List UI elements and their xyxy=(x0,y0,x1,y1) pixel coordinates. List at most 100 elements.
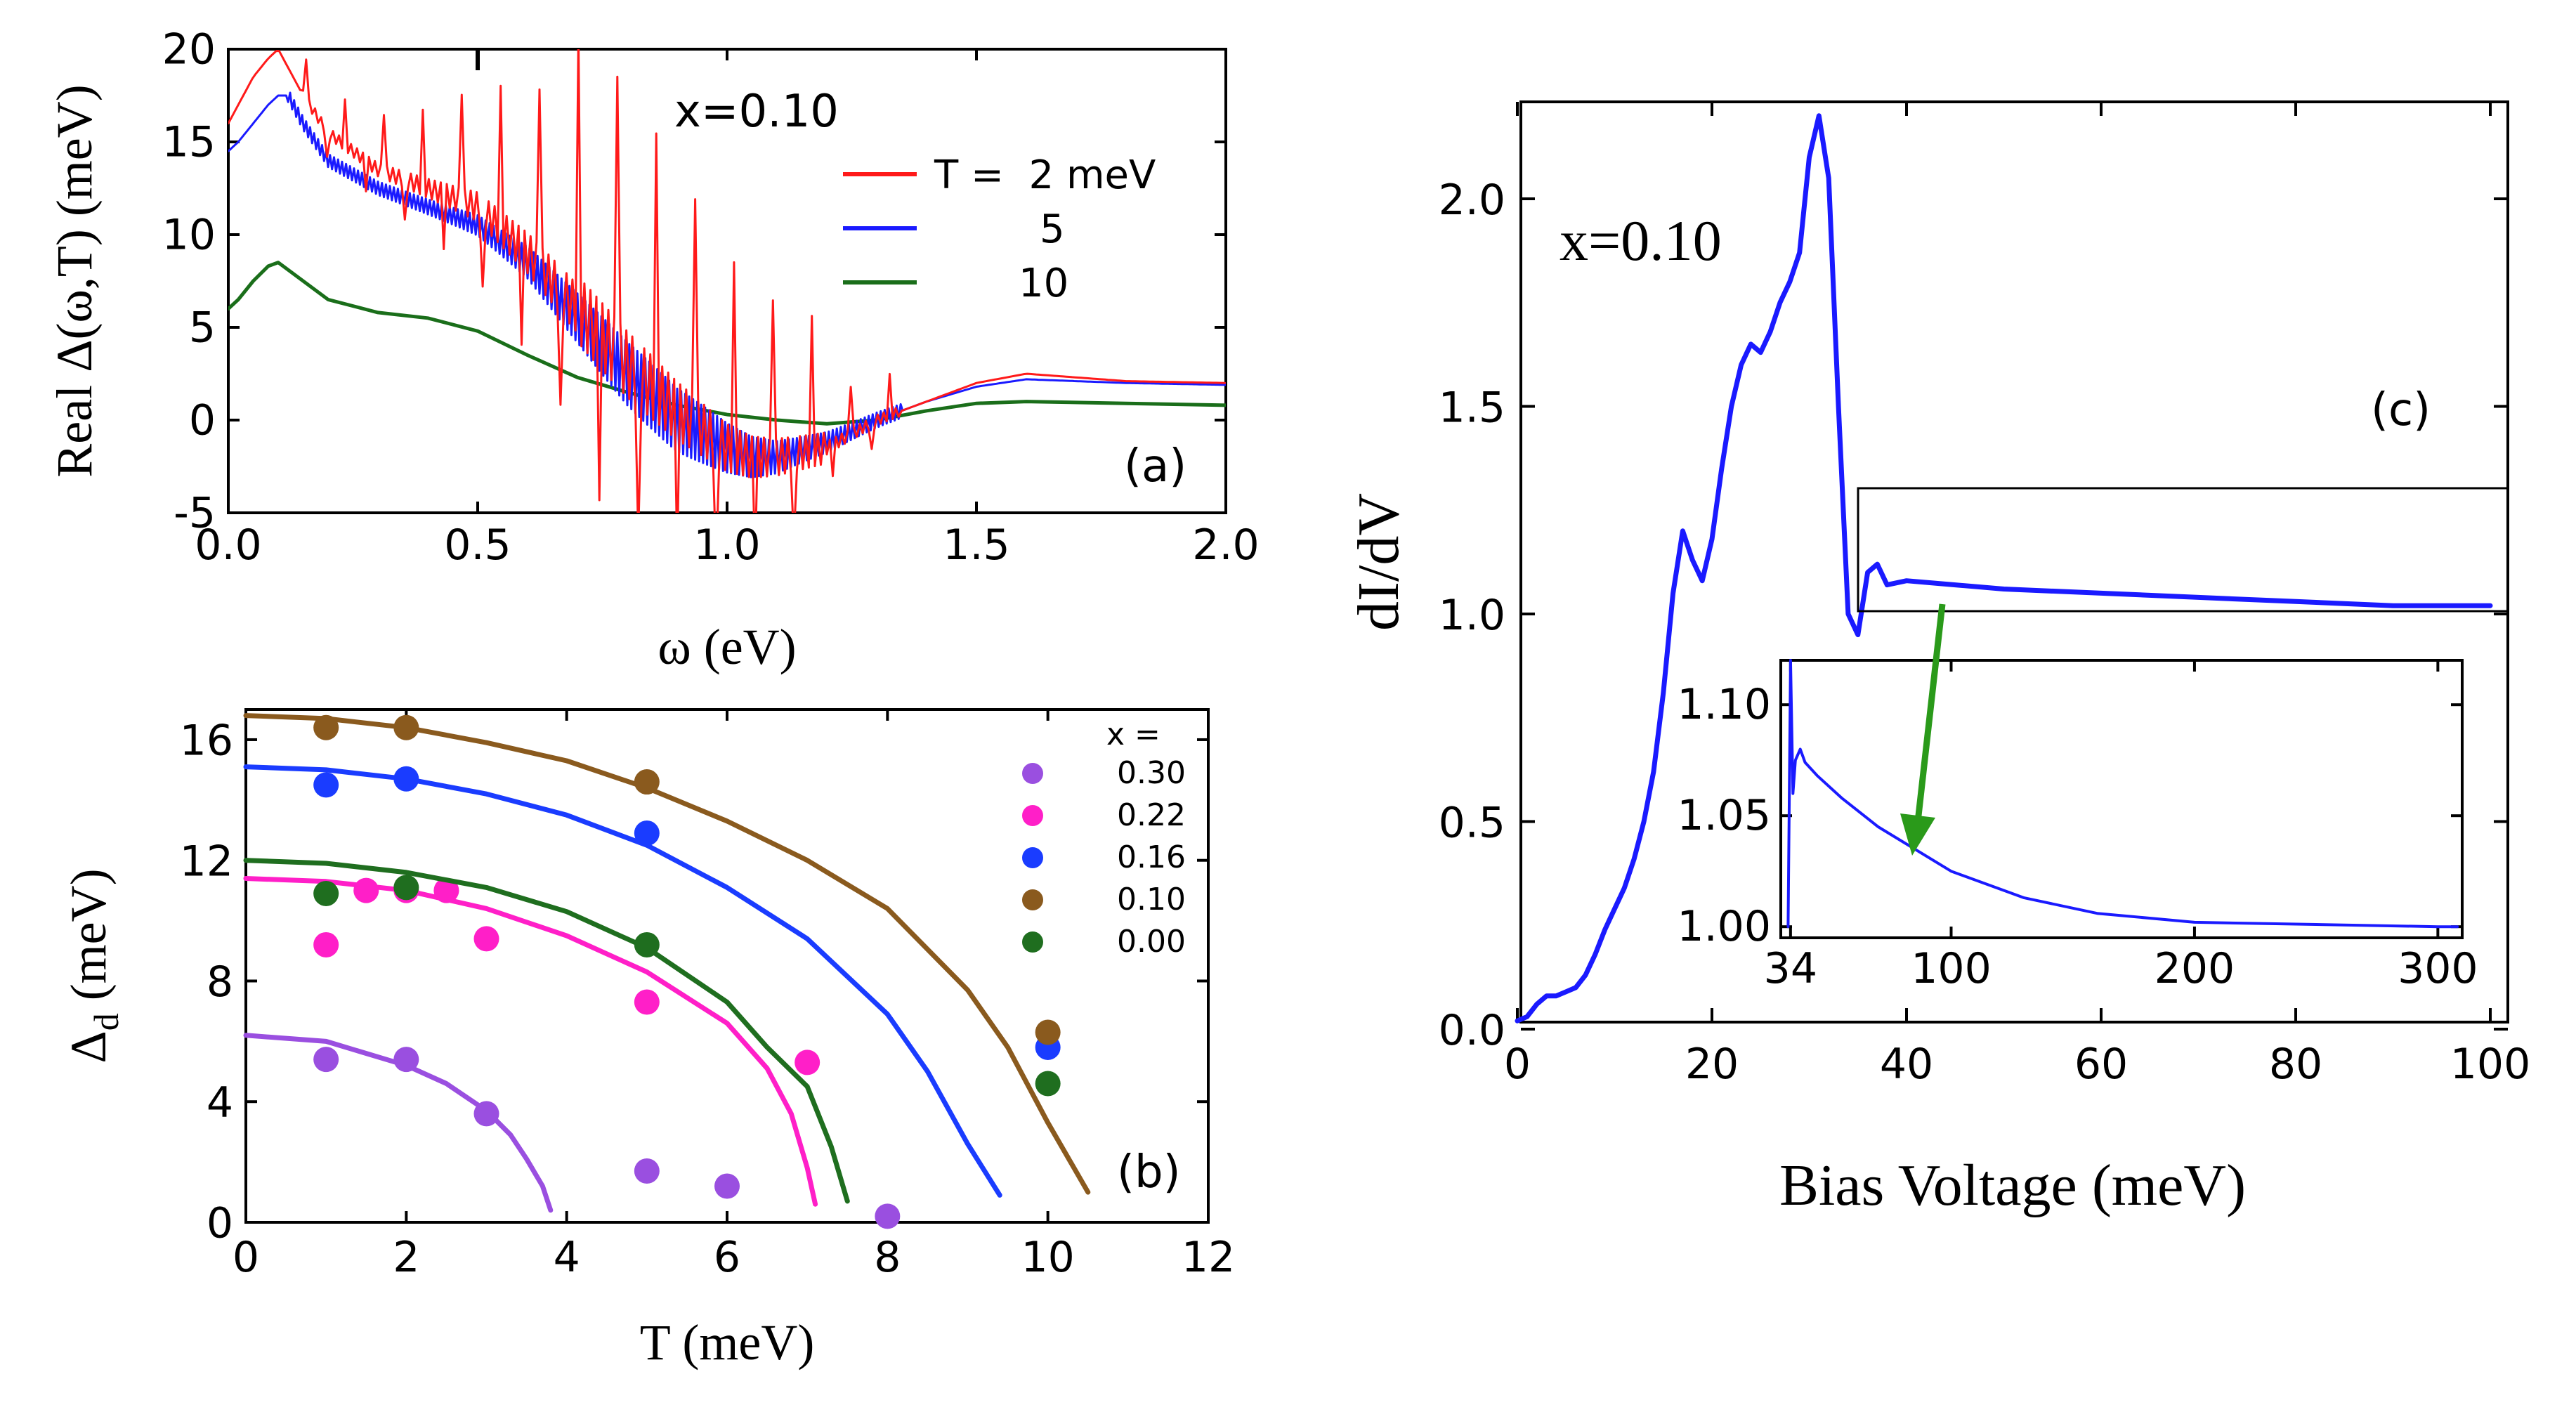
panel-a-xtick-label: 0.0 xyxy=(195,521,261,570)
legend-label-5mev: 5 xyxy=(1040,207,1065,252)
panel-c-ytick-label: 2.0 xyxy=(1439,176,1505,225)
inset-xtick-label: 300 xyxy=(2398,944,2478,993)
point-x-0.30 xyxy=(875,1203,901,1229)
inset-chart: 1.00 1.05 1.10 34 100 200 300 xyxy=(1677,659,2478,993)
point-x-0.10 xyxy=(634,769,660,795)
legend-label-2mev: T = 2 meV xyxy=(934,152,1156,198)
panel-c-xtick-label: 40 xyxy=(1880,1040,1933,1089)
inset-frame xyxy=(1779,659,2464,939)
point-x-0.30 xyxy=(634,1158,660,1184)
point-x-0.16 xyxy=(313,772,339,798)
legend-marker-0.30 xyxy=(1022,763,1043,784)
inset-source-box xyxy=(1857,487,2509,613)
legend-label-0.16: 0.16 xyxy=(1117,839,1186,875)
panel-c-xlabel: Bias Voltage (meV) xyxy=(1779,1153,2246,1218)
panel-c-ytick-label: 1.5 xyxy=(1439,384,1505,433)
point-x-0.10 xyxy=(313,714,339,740)
point-x-0.00 xyxy=(393,875,419,901)
panel-a-xtick-label: 0.5 xyxy=(444,521,511,570)
point-x-0.00 xyxy=(313,880,339,906)
panel-c-xtick-label: 0 xyxy=(1504,1040,1531,1089)
panel-a-ytick-label: 15 xyxy=(162,117,216,166)
panel-a-ytick-label: 10 xyxy=(162,210,216,259)
panel-a-xlabel: ω (eV) xyxy=(658,619,796,675)
panel-a-xtick-label: 1.0 xyxy=(693,521,760,570)
legend-marker-0.00 xyxy=(1022,931,1043,953)
inset-xtick-label: 34 xyxy=(1764,944,1817,993)
legend-marker-0.16 xyxy=(1022,847,1043,868)
curve-x-0.16 xyxy=(243,764,1002,1198)
panel-c-annotation: x=0.10 xyxy=(1560,209,1722,273)
curve-x-0.00 xyxy=(243,858,850,1204)
panel-b-xtick-label: 2 xyxy=(393,1233,419,1282)
zoom-arrow-head xyxy=(1900,813,1935,856)
panel-b-chart: 0 4 8 12 16 0 2 4 6 8 10 12 x = 0.30 0.22 0.16 0.10 0.… xyxy=(60,708,1235,1371)
point-x-0.22 xyxy=(313,931,339,957)
panel-c-chart: 0.00.51.01.52.0 0 20 40 60 80 100 x=0.10 (c) … xyxy=(1346,100,2531,1218)
point-x-0.22 xyxy=(795,1049,820,1075)
panel-c-label: (c) xyxy=(2371,384,2431,436)
legend-marker-0.22 xyxy=(1022,805,1043,826)
zoom-arrow-shaft xyxy=(1914,603,1946,823)
zoom-arrow xyxy=(1900,603,1946,856)
panel-a-legend: T = 2 meV 5 10 xyxy=(843,152,1156,306)
panel-a-chart: -5 0 5 10 15 20 0.0 0.5 1.0 1.5 2.0 x=0.10 T = 2 … xyxy=(46,25,1260,675)
legend-label-0.00: 0.00 xyxy=(1117,924,1186,960)
point-x-0.10 xyxy=(393,714,419,740)
inset-ytick-label: 1.10 xyxy=(1677,680,1771,729)
panel-b-ytick-label: 16 xyxy=(180,717,233,766)
point-x-0.30 xyxy=(313,1047,339,1073)
panel-b-xlabel: T (meV) xyxy=(640,1314,815,1371)
panel-b-frame xyxy=(244,708,1210,1224)
panel-b-ytick-label: 8 xyxy=(207,957,233,1007)
point-x-0.30 xyxy=(473,1101,499,1127)
panel-c-ylabel: dI/dV xyxy=(1346,493,1411,631)
panel-a-xtick-label: 2.0 xyxy=(1192,521,1259,570)
point-x-0.22 xyxy=(353,877,379,903)
panel-b-xtick-label: 8 xyxy=(874,1233,901,1282)
legend-label-0.30: 0.30 xyxy=(1117,755,1186,791)
panel-b-ytick-label: 12 xyxy=(180,837,233,886)
series-line-didv xyxy=(1515,113,2493,1024)
panel-a-ytick-label: 0 xyxy=(189,395,216,445)
point-x-0.22 xyxy=(433,877,459,903)
panel-a-series-group xyxy=(228,49,1226,513)
panel-a-annotation: x=0.10 xyxy=(674,86,839,138)
inset-xtick-label: 100 xyxy=(1911,944,1992,993)
inset-xtick-label: 200 xyxy=(2155,944,2235,993)
panel-a-label: (a) xyxy=(1124,440,1186,492)
panel-c-xtick-label: 100 xyxy=(2450,1040,2531,1089)
panel-c-ytick-label: 0.0 xyxy=(1439,1006,1505,1055)
inset-ytick-label: 1.05 xyxy=(1677,791,1771,840)
panel-b-xtick-label: 10 xyxy=(1021,1233,1074,1282)
panel-a-xtick-label: 1.5 xyxy=(943,521,1009,570)
panel-c-ytick-label: 1.0 xyxy=(1439,591,1505,640)
panel-b-xtick-label: 4 xyxy=(554,1233,580,1282)
point-x-0.00 xyxy=(1035,1071,1061,1097)
point-x-0.30 xyxy=(393,1047,419,1073)
inset-ytick-label: 1.00 xyxy=(1677,902,1771,951)
panel-b-legend: x = 0.30 0.22 0.16 0.10 0.00 xyxy=(1022,717,1186,960)
panel-b-xtick-label: 6 xyxy=(714,1233,740,1282)
series-line-5mev xyxy=(228,91,1226,478)
panel-b-label: (b) xyxy=(1117,1146,1181,1198)
series-line-10mev xyxy=(228,261,1226,426)
curve-x-0.10 xyxy=(243,713,1091,1195)
legend-label-0.10: 0.10 xyxy=(1117,882,1186,917)
panel-a-ylabel: Real Δ(ω,T) (meV) xyxy=(46,84,103,477)
series-line-2mev xyxy=(228,49,1226,513)
legend-title: x = xyxy=(1106,717,1160,752)
panel-b-xtick-label: 0 xyxy=(233,1233,259,1282)
legend-label-0.22: 0.22 xyxy=(1117,797,1186,833)
panel-a-ytick-label: 5 xyxy=(189,303,216,352)
panel-b-ylabel: Δd (meV) xyxy=(60,868,126,1063)
panel-a-ytick-label: 20 xyxy=(162,25,216,74)
point-x-0.30 xyxy=(714,1173,740,1199)
panel-c-xtick-label: 80 xyxy=(2269,1040,2322,1089)
point-x-0.22 xyxy=(473,926,499,952)
point-x-0.16 xyxy=(634,820,660,846)
legend-marker-0.10 xyxy=(1022,889,1043,910)
curve-x-0.22 xyxy=(243,876,818,1207)
point-x-0.00 xyxy=(634,931,660,957)
